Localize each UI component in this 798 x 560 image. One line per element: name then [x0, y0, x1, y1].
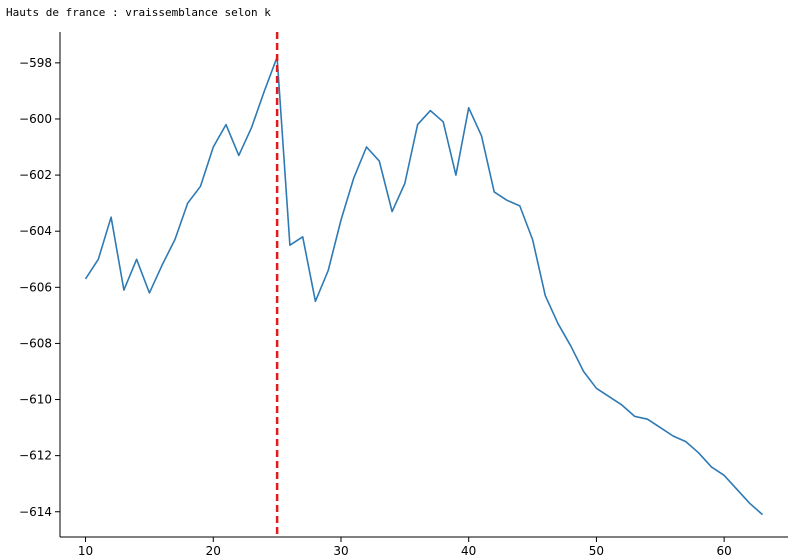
series-line — [84, 56, 764, 516]
y-tick-label: −610 — [19, 393, 52, 407]
tick-group: 10 20 30 40 50 60 −598 −600 −602 −604 −606 −608 −610… — [19, 56, 732, 558]
chart-title: Hauts de france : vraissemblance selon k — [6, 6, 271, 19]
y-tick-label: −606 — [19, 280, 52, 294]
series-group — [84, 56, 764, 516]
y-tick-label: −598 — [19, 56, 52, 70]
x-tick-label: 50 — [589, 544, 604, 558]
y-tick-label: −614 — [19, 505, 52, 519]
y-tick-label: −604 — [19, 224, 52, 238]
y-tick-label: −608 — [19, 336, 52, 350]
x-tick-label: 30 — [333, 544, 348, 558]
x-tick-label: 10 — [78, 544, 93, 558]
axes — [59, 32, 788, 538]
x-tick-label: 40 — [461, 544, 476, 558]
y-tick-label: −612 — [19, 449, 52, 463]
y-tick-label: −602 — [19, 168, 52, 182]
x-tick-label: 20 — [206, 544, 221, 558]
x-tick-label: 60 — [716, 544, 731, 558]
y-tick-label: −600 — [19, 112, 52, 126]
